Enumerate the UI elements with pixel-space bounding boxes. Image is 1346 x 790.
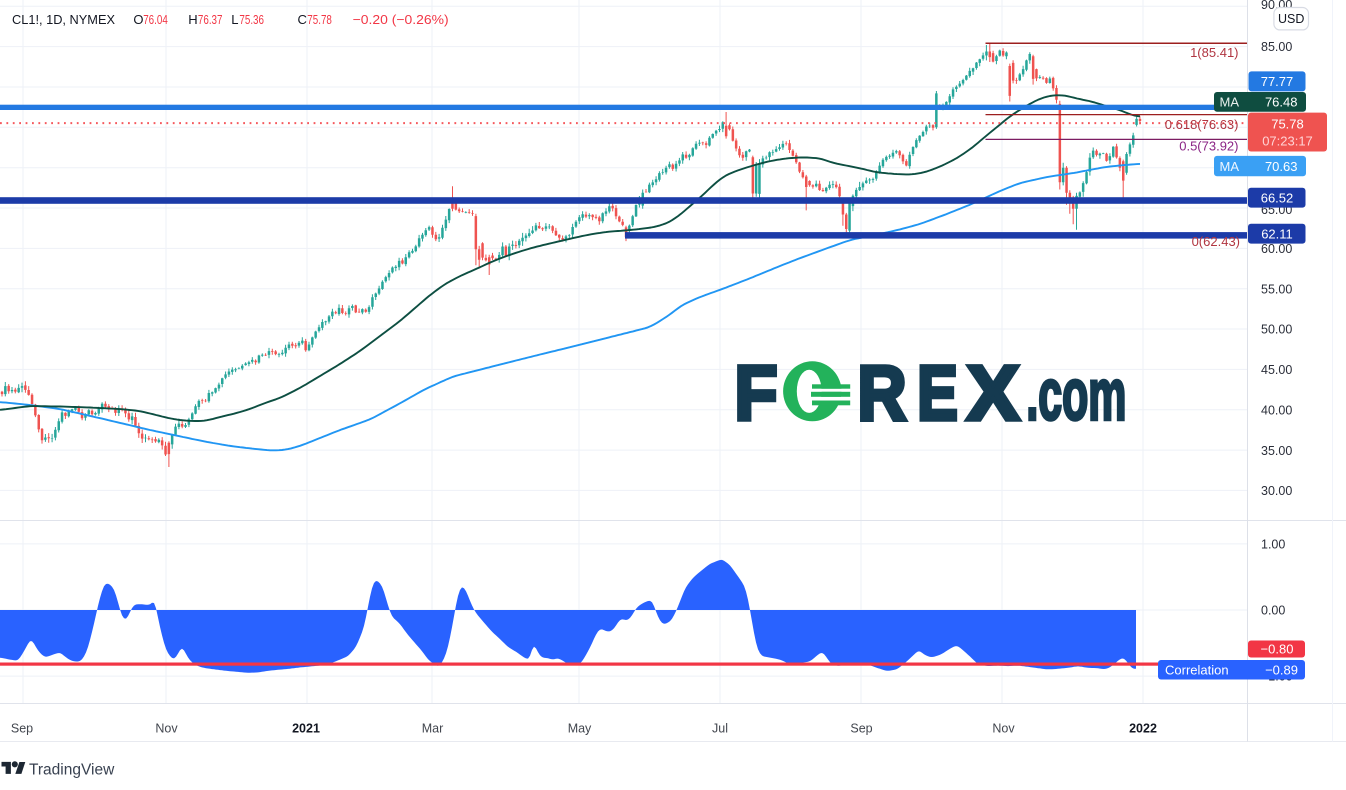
svg-text:E: E [917, 351, 958, 437]
svg-text:MA: MA [1220, 159, 1240, 174]
svg-text:40.00: 40.00 [1261, 403, 1292, 417]
svg-text:MA: MA [1220, 95, 1240, 110]
svg-text:75.78: 75.78 [1271, 117, 1304, 132]
svg-text:66.52: 66.52 [1261, 190, 1294, 205]
svg-text:35.00: 35.00 [1261, 444, 1292, 458]
svg-text:2021: 2021 [292, 722, 320, 736]
svg-text:F: F [735, 351, 778, 437]
svg-text:USD: USD [1278, 12, 1304, 26]
svg-text:Correlation: Correlation [1165, 663, 1229, 678]
svg-text:R: R [858, 351, 907, 437]
svg-text:76.04: 76.04 [143, 12, 168, 27]
svg-text:55.00: 55.00 [1261, 282, 1292, 296]
svg-text:Mar: Mar [422, 722, 444, 736]
svg-text:76.37: 76.37 [198, 12, 223, 27]
svg-text:Nov: Nov [992, 722, 1015, 736]
svg-text:90.00: 90.00 [1261, 0, 1292, 12]
svg-text:H: H [188, 12, 197, 27]
svg-text:−0.80: −0.80 [1261, 642, 1294, 657]
svg-text:C: C [298, 12, 307, 27]
svg-text:77.77: 77.77 [1261, 74, 1294, 89]
svg-text:O: O [133, 12, 143, 27]
svg-text:50.00: 50.00 [1261, 323, 1292, 337]
svg-text:−0.89: −0.89 [1265, 663, 1298, 678]
svg-text:85.00: 85.00 [1261, 40, 1292, 54]
svg-text:CL1!, 1D, NYMEX: CL1!, 1D, NYMEX [12, 12, 115, 27]
svg-text:76.48: 76.48 [1265, 95, 1298, 110]
svg-text:0.618(76.63): 0.618(76.63) [1165, 117, 1239, 132]
svg-text:62.11: 62.11 [1261, 226, 1293, 241]
svg-text:0.00: 0.00 [1261, 604, 1285, 618]
svg-text:45.00: 45.00 [1261, 363, 1292, 377]
svg-text:75.78: 75.78 [307, 12, 332, 27]
svg-text:TradingView: TradingView [29, 761, 115, 778]
svg-text:07:23:17: 07:23:17 [1262, 133, 1313, 148]
svg-text:.com: .com [1026, 356, 1126, 436]
svg-text:Sep: Sep [11, 722, 33, 736]
svg-text:2022: 2022 [1129, 722, 1157, 736]
svg-text:May: May [568, 722, 592, 736]
svg-text:Nov: Nov [155, 722, 178, 736]
svg-text:70.63: 70.63 [1265, 159, 1298, 174]
svg-text:75.36: 75.36 [239, 12, 264, 27]
svg-text:60.00: 60.00 [1261, 242, 1292, 256]
svg-text:0.5(73.92): 0.5(73.92) [1179, 139, 1238, 154]
svg-text:1(85.41): 1(85.41) [1190, 45, 1238, 60]
svg-text:L: L [231, 12, 238, 27]
svg-text:Sep: Sep [850, 722, 872, 736]
svg-text:0(62.43): 0(62.43) [1192, 234, 1240, 249]
svg-text:X: X [967, 351, 1020, 437]
svg-text:−0.20 (−0.26%): −0.20 (−0.26%) [353, 12, 449, 27]
svg-text:30.00: 30.00 [1261, 484, 1292, 498]
svg-text:1.00: 1.00 [1261, 537, 1285, 551]
svg-text:Jul: Jul [712, 722, 728, 736]
